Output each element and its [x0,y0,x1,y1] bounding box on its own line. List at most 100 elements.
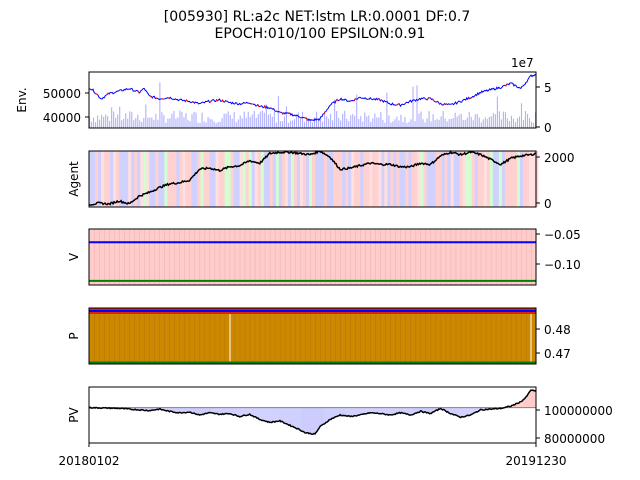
volume-bar [456,116,458,128]
volume-bar [199,122,201,128]
volume-bar [93,117,95,128]
p-stripe [129,314,130,364]
pv-fill-slice [381,407,383,414]
pv-fill-slice [283,407,285,424]
p-stripe [515,314,517,364]
pv-fill-slice [272,407,274,422]
action-stripe [221,151,225,207]
pv-fill-slice [415,407,417,414]
p-stripe [109,314,110,364]
pv-fill-slice [529,391,530,408]
pv-fill-slice [467,407,469,416]
volume-bar [259,111,261,128]
pv-fill-slice [379,407,381,414]
pv-fill-slice [198,407,200,415]
v-stripe [209,229,211,285]
action-stripe [137,151,141,207]
v-stripe [455,229,457,285]
p-stripe [380,314,381,364]
v-stripe [380,229,381,285]
action-stripe [534,151,539,207]
action-stripe [357,151,361,207]
volume-bar [416,85,418,128]
v-stripe [330,229,331,285]
action-stripe [305,151,310,207]
p-stripe [164,314,165,364]
buy-segment [444,103,447,106]
v-stripe [159,229,160,285]
volume-bar [121,120,123,128]
agent-holdings-line [88,149,537,206]
v-stripe [234,229,236,285]
volume-bar [157,119,159,128]
action-stripe [266,151,271,207]
pv-fill-slice [460,407,462,418]
v-stripe [340,229,341,285]
pv-fill-slice [229,407,231,414]
p-stripe [430,314,432,364]
volume-bar [350,115,352,128]
v-stripe [515,229,517,285]
p-stripe [475,314,477,364]
action-stripe [507,151,512,207]
pv-fill-slice [346,407,348,417]
pv-fill-slice [331,407,333,420]
pv-fill-slice [292,407,294,428]
pv-fill-slice [357,407,359,416]
pv-fill-slice [321,407,322,426]
volume-bar [530,121,533,128]
pv-fill-slice [349,407,351,417]
action-stripe [414,151,418,207]
action-stripe [191,151,195,207]
volume-bar [111,107,113,128]
pv-fill-slice [286,407,288,425]
pv-fill-slice [258,407,260,420]
pv-fill-slice [235,407,237,416]
pv-fill-slice [318,407,319,430]
action-stripe [330,151,334,207]
pv-fill-slice [245,407,247,416]
volume-bar [464,119,466,128]
action-stripe [182,151,186,207]
v-stripe [525,229,527,285]
volume-bar [295,115,298,128]
p-stripe [124,314,125,364]
action-stripe [98,151,102,207]
pv-fill-slice [316,407,317,433]
action-stripe [242,151,247,207]
v-stripe [475,229,477,285]
v-stripe [274,229,276,285]
pv-fill-slice [405,407,407,415]
pv-fill-slice [180,407,182,413]
pv-fill-slice [320,407,321,427]
pv-fill-slice [193,407,195,414]
pv-fill-slice [461,407,463,417]
pv-fill-slice [187,407,189,413]
pv-fill-slice [278,407,280,422]
volume-bar [269,113,271,128]
volume-bar [524,111,527,128]
pv-fill-slice [360,407,362,415]
p-stripe [485,314,487,364]
pv-fill-slice [284,407,286,424]
p-stripe [460,314,462,364]
pv-fill-slice [176,407,178,413]
pv-fill-slice [355,407,357,416]
volume-bar [267,114,269,128]
pv-fill-slice [184,407,186,413]
p-stripe [360,314,361,364]
pv-fill-slice [337,407,339,417]
pv-fill-slice [451,407,453,415]
pv-fill-slice [412,407,414,415]
volume-bar [348,121,350,128]
volume-bar [99,119,101,128]
volume-bar [287,122,289,128]
p-stripe [490,314,492,364]
pv-fill-slice [269,407,271,423]
env-right-tick-label: 5 [544,81,552,95]
volume-bar [185,113,187,128]
volume-bar [221,117,223,128]
pv-fill-slice [449,407,451,414]
volume-bar [149,117,151,128]
